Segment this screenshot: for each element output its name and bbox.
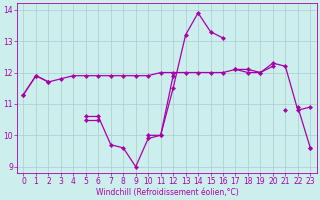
X-axis label: Windchill (Refroidissement éolien,°C): Windchill (Refroidissement éolien,°C) xyxy=(96,188,238,197)
